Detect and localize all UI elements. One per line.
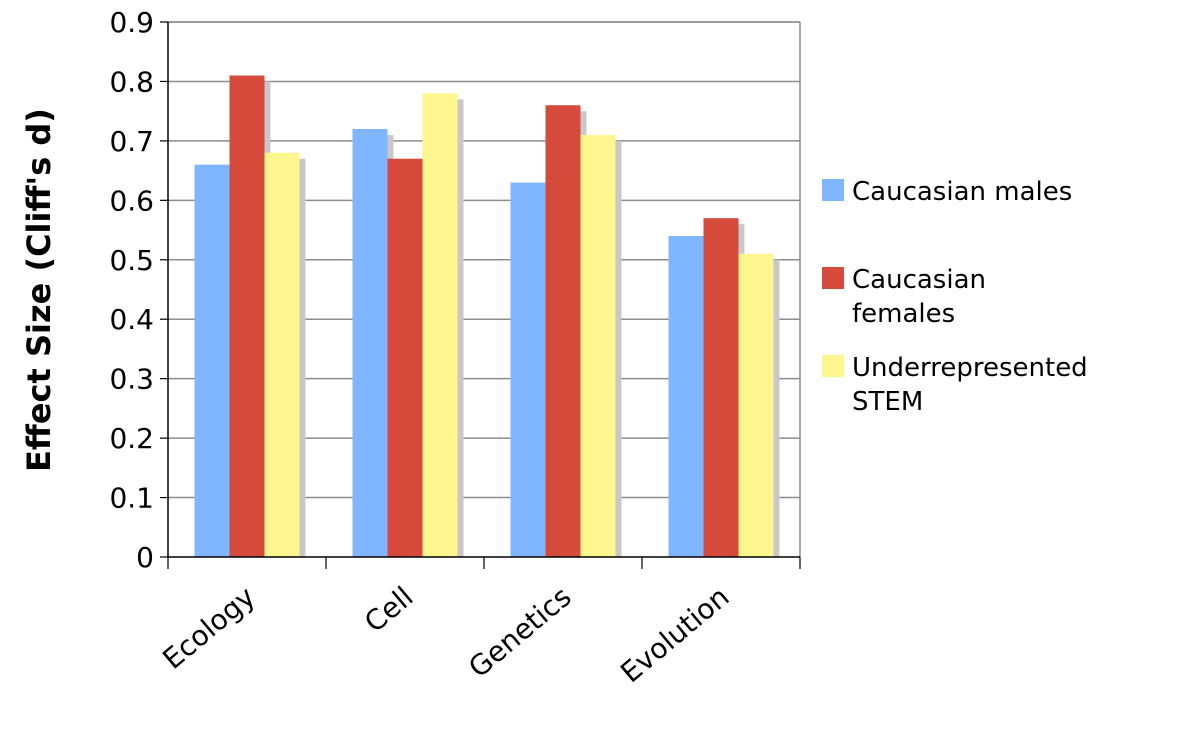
bar-cell-underrepresented-stem — [422, 93, 458, 557]
y-tick-label: 0.3 — [109, 363, 154, 396]
bar-evolution-underrepresented-stem — [738, 253, 774, 558]
legend-swatch — [822, 355, 844, 377]
bar-genetics-caucasian-females — [545, 105, 581, 557]
legend-swatch — [822, 267, 844, 289]
y-tick-label: 0 — [136, 541, 154, 574]
bar-genetics-underrepresented-stem — [580, 134, 616, 557]
bar-genetics-caucasian-males — [510, 182, 546, 557]
y-tick-label: 0.9 — [109, 6, 154, 39]
bar-evolution-caucasian-males — [668, 236, 704, 557]
x-tick-label: Ecology — [156, 580, 261, 676]
bar-ecology-caucasian-males — [194, 164, 230, 557]
y-tick-label: 0.7 — [109, 125, 154, 158]
bar-ecology-underrepresented-stem — [264, 152, 300, 557]
legend-label: Underrepresented STEM — [852, 353, 1088, 417]
bar-ecology-caucasian-females — [229, 75, 265, 557]
legend-swatch — [822, 179, 844, 201]
y-tick-label: 0.5 — [109, 244, 154, 277]
legend: Caucasian males Caucasian females Underrepr… — [822, 177, 1088, 417]
y-tick-label: 0.1 — [109, 482, 154, 515]
bar-cell-caucasian-males — [352, 129, 388, 557]
legend-label: Caucasian females — [852, 265, 986, 329]
x-tick-label: Genetics — [462, 580, 577, 684]
y-tick-label: 0.4 — [109, 303, 154, 336]
y-tick-label: 0.8 — [109, 65, 154, 98]
legend-label-line: Underrepresented — [852, 353, 1088, 383]
bar-evolution-caucasian-females — [703, 218, 739, 557]
bar-cell-caucasian-females — [387, 158, 423, 557]
x-tick-label: Evolution — [614, 580, 735, 689]
legend-label-line: STEM — [852, 387, 923, 417]
x-tick-label: Cell — [358, 580, 419, 639]
y-axis-title: Effect Size (Cliff's d) — [20, 108, 58, 472]
legend-label-line: Caucasian — [852, 265, 986, 295]
axes-layer — [160, 21, 801, 569]
legend-label-line: females — [852, 299, 955, 329]
y-tick-label: 0.6 — [109, 184, 154, 217]
bars-layer — [194, 75, 780, 558]
legend-label: Caucasian males — [852, 177, 1072, 207]
y-tick-label: 0.2 — [109, 422, 154, 455]
